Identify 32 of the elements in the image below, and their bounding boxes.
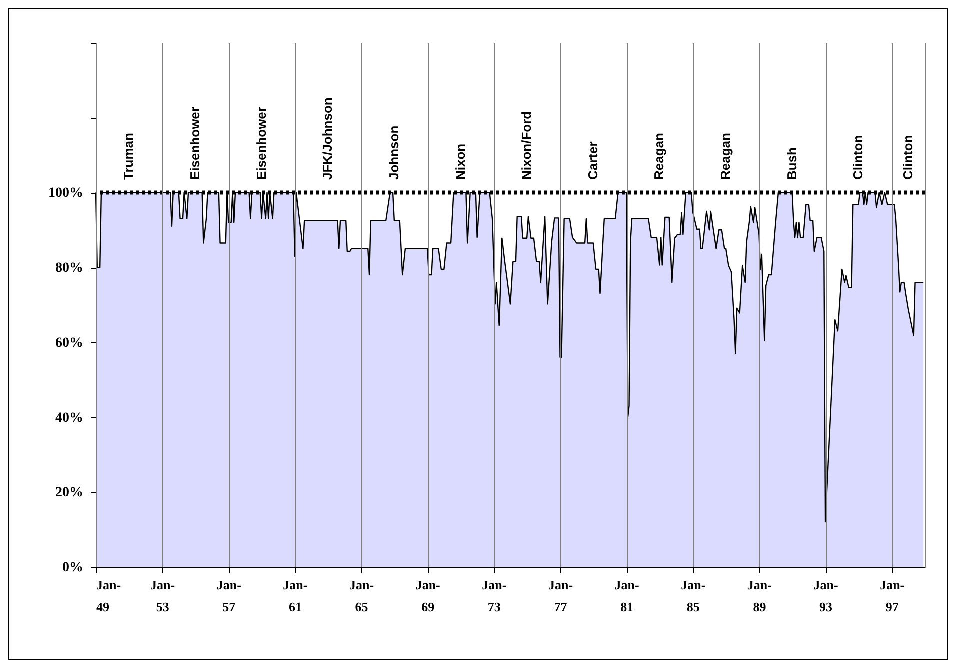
x-tick-label: Jan-77 xyxy=(548,578,574,614)
x-tick-label: Jan-65 xyxy=(350,578,374,614)
y-tick-label: 60% xyxy=(56,336,84,351)
band-label: Clinton xyxy=(900,135,916,180)
y-tick-label: 20% xyxy=(56,486,84,501)
y-tick-label: 100% xyxy=(48,186,84,202)
y-tick-label: 40% xyxy=(56,410,84,426)
band-label: Nixon xyxy=(452,144,468,180)
band-label: Truman xyxy=(121,132,136,180)
x-tick-label: Jan-81 xyxy=(614,578,640,614)
x-tick-label: Jan-57 xyxy=(216,578,242,614)
band-label: Carter xyxy=(585,142,600,180)
x-tick-label: Jan-61 xyxy=(283,578,308,614)
x-tick-label: Jan-97 xyxy=(880,578,905,614)
band-label: Reagan xyxy=(718,132,734,180)
y-tick-label: 0% xyxy=(62,560,84,576)
x-tick-label: Jan-49 xyxy=(96,578,122,614)
band-label: JFK/Johnson xyxy=(320,98,336,180)
x-tick-label: Jan-93 xyxy=(814,578,838,614)
band-label: Clinton xyxy=(850,135,866,180)
band-label: Eisenhower xyxy=(187,107,202,180)
band-label: Nixon/Ford xyxy=(519,111,534,180)
x-tick-label: Jan-85 xyxy=(681,578,706,614)
x-tick-label: Jan-53 xyxy=(150,578,176,614)
band-label: Eisenhower xyxy=(254,107,269,180)
band-label: Reagan xyxy=(652,132,667,180)
band-label: Johnson xyxy=(386,126,402,180)
y-tick-label: 80% xyxy=(56,261,84,276)
x-tick-label: Jan-73 xyxy=(482,578,507,614)
x-tick-label: Jan-69 xyxy=(416,578,440,614)
band-label: Bush xyxy=(784,147,800,180)
x-tick-label: Jan-89 xyxy=(747,578,772,614)
